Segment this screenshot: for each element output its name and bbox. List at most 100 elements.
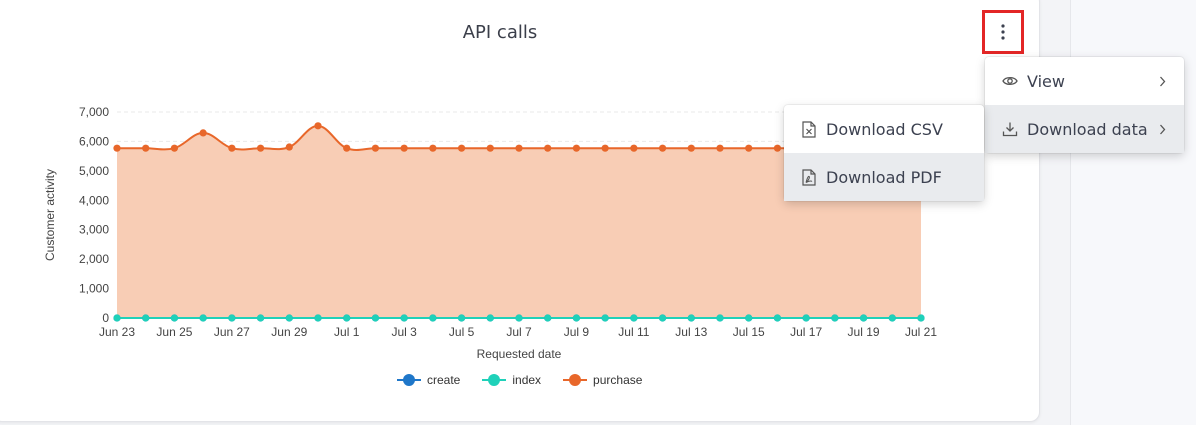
eye-icon	[1001, 72, 1019, 90]
index-point[interactable]	[486, 314, 494, 322]
legend-label-index: index	[512, 373, 542, 387]
x-tick-label: Jul 7	[506, 325, 532, 339]
index-point[interactable]	[802, 314, 810, 322]
y-axis-label: Customer activity	[43, 169, 57, 261]
index-point[interactable]	[113, 314, 121, 322]
purchase-point[interactable]	[716, 144, 724, 152]
legend-swatch-purchase	[563, 374, 588, 386]
index-point[interactable]	[142, 314, 150, 322]
purchase-point[interactable]	[170, 144, 179, 152]
purchase-point[interactable]	[256, 144, 265, 152]
index-point[interactable]	[773, 314, 782, 322]
menu-item-download-data[interactable]: Download data	[985, 105, 1184, 153]
x-tick-label: Jul 1	[334, 325, 360, 339]
purchase-point[interactable]	[113, 144, 121, 152]
index-point[interactable]	[199, 314, 207, 322]
download-submenu: Download CSV Download PDF	[784, 105, 984, 201]
index-point[interactable]	[314, 314, 322, 322]
index-point[interactable]	[515, 314, 523, 322]
x-axis-label: Requested date	[477, 347, 562, 361]
legend-item-index[interactable]: index	[482, 373, 541, 387]
purchase-point[interactable]	[572, 144, 581, 152]
index-point[interactable]	[859, 314, 868, 322]
index-point[interactable]	[572, 314, 581, 322]
index-point[interactable]	[228, 314, 236, 322]
index-point[interactable]	[716, 314, 724, 322]
purchase-point[interactable]	[745, 144, 753, 152]
x-tick-label: Jun 23	[99, 325, 135, 339]
y-tick-label: 2,000	[79, 252, 109, 266]
index-point[interactable]	[343, 314, 351, 322]
legend-label-create: create	[427, 373, 461, 387]
y-tick-label: 4,000	[79, 193, 109, 207]
index-point[interactable]	[400, 314, 408, 322]
index-point[interactable]	[457, 314, 466, 322]
legend-swatch-create	[397, 374, 421, 386]
kebab-icon	[1001, 24, 1005, 40]
purchase-point[interactable]	[457, 144, 466, 152]
index-point[interactable]	[630, 314, 638, 322]
purchase-point[interactable]	[544, 144, 552, 152]
menu-item-download-data-label: Download data	[1027, 119, 1148, 139]
purchase-point[interactable]	[371, 144, 380, 152]
y-axis-ticks: 0 1,000 2,000 3,000 4,000 5,000 6,000 7,000	[79, 105, 109, 325]
purchase-area	[117, 125, 921, 318]
index-point[interactable]	[888, 314, 896, 322]
purchase-point[interactable]	[285, 143, 293, 151]
y-tick-label: 6,000	[79, 134, 109, 148]
chart-legend: create index purchase	[397, 373, 642, 387]
menu-item-download-pdf-label: Download PDF	[826, 167, 942, 187]
purchase-point[interactable]	[486, 144, 494, 152]
index-point[interactable]	[256, 314, 265, 322]
menu-item-download-csv-label: Download CSV	[826, 119, 943, 139]
purchase-point[interactable]	[142, 144, 150, 152]
legend-label-purchase: purchase	[593, 373, 643, 387]
x-tick-label: Jun 27	[214, 325, 250, 339]
chart-title: API calls	[462, 22, 538, 43]
series-points	[113, 122, 925, 322]
purchase-point[interactable]	[658, 144, 667, 152]
purchase-point[interactable]	[400, 144, 408, 152]
purchase-point[interactable]	[429, 144, 437, 152]
index-point[interactable]	[687, 314, 695, 322]
index-point[interactable]	[371, 314, 380, 322]
menu-item-view[interactable]: View	[985, 57, 1184, 105]
x-tick-label: Jul 15	[733, 325, 765, 339]
index-point[interactable]	[831, 314, 839, 322]
purchase-point[interactable]	[773, 144, 782, 152]
purchase-point[interactable]	[228, 144, 236, 152]
index-point[interactable]	[429, 314, 437, 322]
x-tick-label: Jul 3	[391, 325, 417, 339]
x-tick-label: Jul 17	[790, 325, 822, 339]
csv-file-icon	[800, 120, 818, 138]
index-point[interactable]	[917, 314, 925, 322]
area-chart: 0 1,000 2,000 3,000 4,000 5,000 6,000 7,000 Jun…	[43, 105, 937, 361]
purchase-point[interactable]	[601, 144, 609, 152]
index-point[interactable]	[601, 314, 609, 322]
purchase-point[interactable]	[314, 122, 322, 130]
menu-item-download-pdf[interactable]: Download PDF	[784, 153, 984, 201]
x-tick-label: Jul 13	[675, 325, 707, 339]
purchase-point[interactable]	[199, 129, 207, 137]
options-menu: View Download data	[985, 57, 1184, 153]
x-tick-label: Jun 25	[156, 325, 192, 339]
index-point[interactable]	[170, 314, 179, 322]
purchase-point[interactable]	[687, 144, 695, 152]
x-tick-label: Jul 9	[564, 325, 590, 339]
x-axis-ticks: Jun 23 Jun 25 Jun 27 Jun 29 Jul 1 Jul 3 Jul 5 J…	[99, 325, 937, 339]
purchase-point[interactable]	[630, 144, 638, 152]
index-point[interactable]	[745, 314, 753, 322]
index-point[interactable]	[285, 314, 293, 322]
purchase-point[interactable]	[515, 144, 523, 152]
menu-item-download-csv[interactable]: Download CSV	[784, 105, 984, 153]
x-tick-label: Jul 19	[848, 325, 880, 339]
x-tick-label: Jul 5	[449, 325, 475, 339]
more-options-button[interactable]	[982, 10, 1024, 54]
index-point[interactable]	[658, 314, 667, 322]
index-point[interactable]	[544, 314, 552, 322]
legend-swatch-index	[482, 374, 507, 386]
legend-item-create[interactable]: create	[397, 373, 460, 387]
x-tick-label: Jun 29	[271, 325, 307, 339]
legend-item-purchase[interactable]: purchase	[563, 373, 642, 387]
purchase-point[interactable]	[343, 144, 351, 152]
